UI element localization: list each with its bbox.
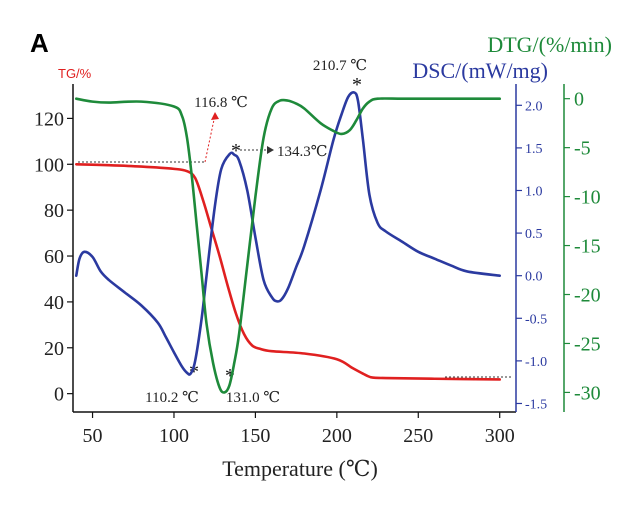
panel-label: A bbox=[30, 28, 49, 58]
x-tick-label: 200 bbox=[322, 425, 352, 447]
tg-tick-label: 80 bbox=[44, 200, 64, 222]
annotation-guides: * * * * bbox=[78, 74, 512, 387]
tg-onset-pointer bbox=[204, 114, 216, 163]
dsc-series-line bbox=[74, 91, 502, 376]
tg-tick-label: 20 bbox=[44, 338, 64, 360]
tg-tick-label: 120 bbox=[34, 108, 64, 130]
x-axis-title: Temperature (℃) bbox=[222, 456, 378, 481]
dsc-tick-label: -0.5 bbox=[525, 312, 547, 327]
dtg-tick-label: -10 bbox=[574, 187, 601, 209]
annotation-dsc-peak: 134.3℃ bbox=[277, 144, 328, 160]
dsc-axis-title: DSC/(mW/mg) bbox=[412, 58, 548, 83]
annotation-dtg-min: 131.0 ℃ bbox=[226, 390, 280, 406]
dsc-peak-arrowhead bbox=[267, 146, 274, 154]
dtg-tick-label: -20 bbox=[574, 285, 601, 307]
annotation-dsc-exo: 210.7 ℃ bbox=[313, 58, 367, 74]
tg-tick-label: 0 bbox=[54, 384, 64, 406]
x-tick-label: 100 bbox=[159, 425, 189, 447]
x-tick-label: 250 bbox=[403, 425, 433, 447]
dtg-axis-title: DTG/(%/min) bbox=[487, 32, 612, 57]
annotation-dsc-min: 110.2 ℃ bbox=[145, 390, 199, 406]
dsc-tick-label: -1.5 bbox=[525, 397, 547, 412]
dtg-ticks: 0 -5 -10 -15 -20 -25 -30 bbox=[564, 89, 601, 404]
dtg-tick-label: -30 bbox=[574, 382, 601, 404]
dtg-min-star: * bbox=[225, 365, 235, 387]
tg-onset-arrowhead bbox=[211, 112, 219, 120]
x-tick-label: 300 bbox=[485, 425, 515, 447]
dtg-tick-label: -5 bbox=[574, 138, 591, 160]
dsc-tick-label: 1.5 bbox=[525, 142, 543, 157]
tg-tick-label: 60 bbox=[44, 246, 64, 268]
annotation-tg-onset: 116.8 ℃ bbox=[194, 95, 248, 111]
dsc-tick-label: -1.0 bbox=[525, 355, 547, 370]
dtg-tick-label: 0 bbox=[574, 89, 584, 111]
dtg-series-line bbox=[74, 97, 502, 394]
dsc-tick-label: 0.0 bbox=[525, 270, 543, 285]
tg-ticks: 0 20 40 60 80 100 120 bbox=[34, 108, 73, 406]
tg-tick-label: 40 bbox=[44, 292, 64, 314]
x-tick-label: 150 bbox=[240, 425, 270, 447]
dsc-tick-label: 1.0 bbox=[525, 184, 543, 199]
series-layer bbox=[74, 91, 502, 394]
x-tick-label: 50 bbox=[83, 425, 103, 447]
dsc-peak-star: * bbox=[231, 140, 241, 162]
dsc-exo-star: * bbox=[352, 74, 362, 96]
x-ticks: 50 100 150 200 250 300 bbox=[83, 412, 515, 447]
tg-series-line bbox=[74, 162, 502, 381]
dsc-ticks: -1.5 -1.0 -0.5 0.0 0.5 1.0 1.5 2.0 bbox=[516, 99, 547, 412]
tg-tick-label: 100 bbox=[34, 154, 64, 176]
tg-axis-title: TG/% bbox=[58, 66, 92, 81]
dtg-tick-label: -25 bbox=[574, 333, 601, 355]
dtg-tick-label: -15 bbox=[574, 236, 601, 258]
dsc-min-star: * bbox=[189, 361, 199, 383]
dsc-tick-label: 0.5 bbox=[525, 227, 543, 242]
dsc-tick-label: 2.0 bbox=[525, 99, 543, 114]
